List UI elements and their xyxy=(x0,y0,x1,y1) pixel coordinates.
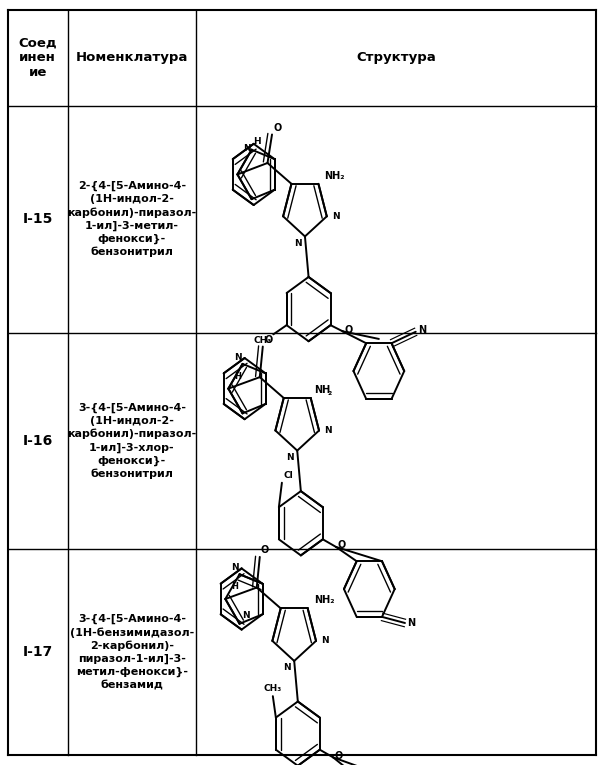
Text: CH₃: CH₃ xyxy=(253,336,272,345)
Text: Соед
инен
ие: Соед инен ие xyxy=(19,36,57,80)
Text: N: N xyxy=(321,636,329,646)
Text: I-17: I-17 xyxy=(22,645,53,659)
Text: Структура: Структура xyxy=(356,51,436,64)
Text: CH₃: CH₃ xyxy=(264,684,282,693)
Text: Номенклатура: Номенклатура xyxy=(76,51,188,64)
Text: N: N xyxy=(418,325,426,335)
Text: I-15: I-15 xyxy=(22,212,53,226)
Text: NH₂: NH₂ xyxy=(324,171,345,181)
Text: ₂: ₂ xyxy=(327,387,332,397)
Text: H: H xyxy=(254,137,261,146)
Text: O: O xyxy=(274,123,282,133)
Text: N: N xyxy=(294,239,301,248)
Text: N: N xyxy=(283,663,291,672)
Text: N: N xyxy=(324,426,332,435)
Text: 3-{4-[5-Амино-4-
(1Н-индол-2-
карбонил)-пиразол-
1-ил]-3-хлор-
фенокси}-
бензони: 3-{4-[5-Амино-4- (1Н-индол-2- карбонил)-… xyxy=(68,403,196,479)
Text: N: N xyxy=(286,453,294,462)
Text: O: O xyxy=(261,545,269,555)
Text: H: H xyxy=(231,582,239,591)
Text: Cl: Cl xyxy=(284,471,294,480)
Text: O: O xyxy=(338,540,346,551)
Text: N: N xyxy=(243,145,251,154)
Text: N: N xyxy=(243,611,250,620)
Text: NH₂: NH₂ xyxy=(313,595,334,605)
Text: O: O xyxy=(344,325,353,335)
Text: 2-{4-[5-Амино-4-
(1Н-индол-2-
карбонил)-пиразол-
1-ил]-3-метил-
фенокси}-
бензон: 2-{4-[5-Амино-4- (1Н-индол-2- карбонил)-… xyxy=(68,181,196,257)
Text: H: H xyxy=(234,372,242,380)
Text: O: O xyxy=(264,335,272,345)
Text: N: N xyxy=(234,353,242,362)
Text: I-16: I-16 xyxy=(22,434,53,448)
Text: NH: NH xyxy=(313,385,330,395)
Text: N: N xyxy=(332,212,340,221)
Text: N: N xyxy=(407,618,416,628)
Text: N: N xyxy=(231,563,239,572)
Text: O: O xyxy=(335,750,343,761)
Text: 3-{4-[5-Амино-4-
(1Н-бензимидазол-
2-карбонил)-
пиразол-1-ил]-3-
метил-фенокси}-: 3-{4-[5-Амино-4- (1Н-бензимидазол- 2-кар… xyxy=(70,614,194,690)
